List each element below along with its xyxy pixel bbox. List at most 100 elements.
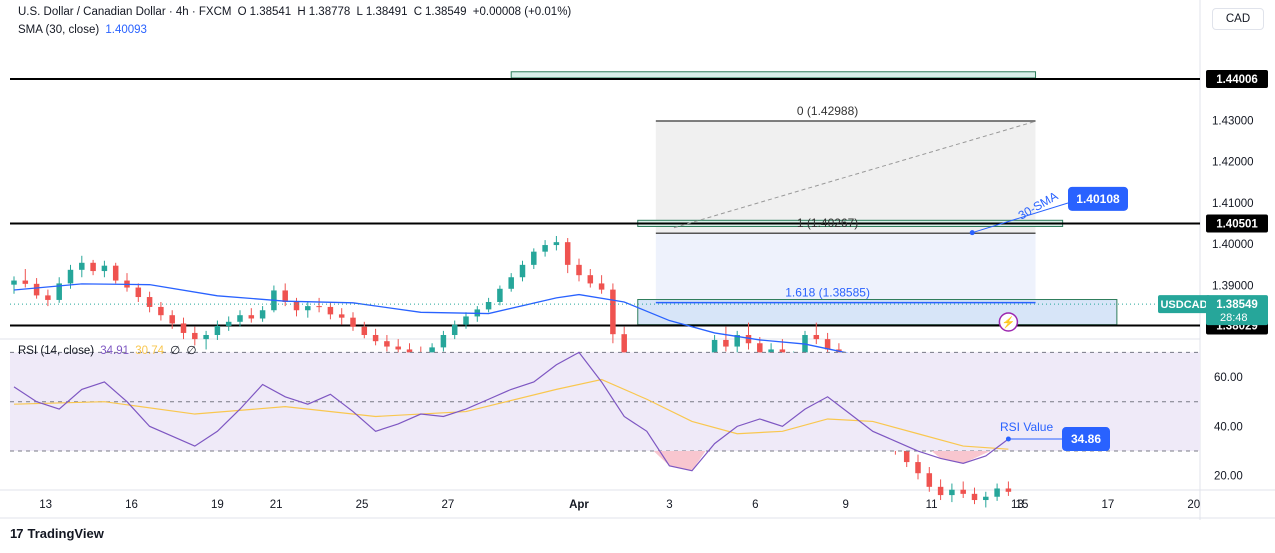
close-label: C: [413, 6, 422, 18]
tradingview-logo-icon: 17: [10, 526, 24, 541]
candle-body-70: [802, 335, 808, 357]
rsi-callout-label: RSI Value: [1000, 420, 1053, 434]
candle-body-48: [553, 242, 560, 246]
candle-body-16: [192, 332, 198, 340]
candle-body-47: [542, 245, 548, 252]
candle-body-44: [508, 277, 514, 289]
rsi-ma-value: 30.74: [135, 345, 165, 357]
candle-body-15: [180, 323, 187, 333]
high-value: 1.38778: [308, 6, 351, 18]
close-value: 1.38549: [425, 6, 467, 18]
last-price-value: 1.38549: [1216, 299, 1258, 311]
sma-legend[interactable]: SMA (30, close) 1.40093: [18, 24, 150, 36]
candle-body-82: [937, 486, 944, 496]
candle-body-3: [45, 295, 51, 300]
candle-body-21: [248, 315, 255, 319]
time-tick-11: 13: [1011, 499, 1024, 511]
price-tick-2: 1.41000: [1212, 198, 1254, 210]
candle-body-37: [429, 347, 435, 357]
rsi-oversold-fill-2: [931, 451, 991, 464]
price-tick-1: 1.42000: [1212, 157, 1254, 169]
candle-body-28: [327, 306, 334, 315]
candle-body-53: [610, 289, 616, 335]
time-tick-6: Apr: [569, 499, 589, 511]
candle-body-26: [305, 306, 311, 311]
sma-callout-value: 1.40108: [1076, 192, 1120, 206]
sma-value: 1.40093: [105, 24, 147, 36]
rsi-callout-value: 34.86: [1071, 432, 1101, 446]
candle-body-84: [960, 489, 966, 494]
key-level-label-0: 1.44006: [1216, 74, 1258, 86]
symbol-title: U.S. Dollar / Canadian Dollar · 4h · FXC…: [18, 6, 232, 18]
candle-body-51: [587, 275, 594, 284]
candle-body-39: [451, 324, 458, 335]
fib-zone-lower: [655, 233, 1036, 303]
open-label: O: [237, 6, 247, 18]
time-tick-12: 15: [1016, 499, 1029, 511]
candle-body-33: [384, 341, 390, 347]
open-value: 1.38541: [249, 6, 292, 18]
candle-body-4: [56, 283, 62, 300]
rsi-tick-0: 60.00: [1214, 372, 1243, 384]
candle-body-31: [361, 326, 368, 335]
candle-body-85: [971, 493, 978, 501]
time-tick-8: 6: [752, 499, 758, 511]
countdown-value: 28:48: [1220, 312, 1248, 324]
candle-body-71: [813, 335, 820, 340]
lightning-glyph: ⚡: [1002, 316, 1016, 329]
candle-body-1: [22, 280, 29, 284]
candle-body-46: [531, 251, 537, 265]
chart-header: U.S. Dollar / Canadian Dollar · 4h · FXC…: [18, 6, 574, 18]
candle-body-22: [259, 310, 266, 319]
candle-body-27: [316, 306, 322, 308]
candle-body-88: [1005, 488, 1012, 492]
candle-body-43: [497, 288, 503, 302]
candle-body-83: [949, 489, 955, 496]
rsi-extra-1: ∅: [170, 345, 181, 357]
candle-body-87: [994, 488, 1000, 497]
high-label: H: [297, 6, 306, 18]
candle-body-18: [214, 325, 221, 335]
candle-body-34: [395, 346, 401, 350]
low-value: 1.38491: [365, 6, 408, 18]
candle-body-6: [79, 262, 85, 270]
candle-body-86: [983, 496, 989, 501]
candle-body-79: [903, 448, 910, 463]
candle-body-0: [11, 280, 17, 285]
key-level-badge-1: [1206, 214, 1268, 233]
candle-body-9: [112, 265, 119, 281]
candle-body-35: [406, 349, 413, 354]
price-tick-3: 1.40000: [1212, 239, 1254, 251]
candle-body-30: [350, 317, 356, 327]
support-box: [637, 299, 1118, 326]
candle-body-52: [598, 283, 605, 290]
brand-name: TradingView: [27, 526, 104, 541]
candle-body-65: [745, 335, 752, 344]
candle-body-66: [757, 343, 763, 355]
candle-body-72: [824, 339, 831, 350]
candle-body-19: [225, 321, 232, 326]
candle-body-42: [485, 301, 492, 310]
candle-body-24: [282, 290, 288, 302]
key-level-label-1: 1.40501: [1216, 219, 1258, 231]
currency-button[interactable]: CAD: [1212, 8, 1264, 30]
candle-body-40: [463, 316, 469, 325]
rsi-legend[interactable]: RSI (14, close) 34.91 30.74 ∅ ∅: [18, 343, 200, 357]
time-tick-4: 25: [356, 499, 369, 511]
sma-callout-dot: [969, 230, 975, 236]
rsi-value: 34.91: [100, 345, 130, 357]
tradingview-brand[interactable]: 17 TradingView: [10, 526, 104, 541]
candle-body-13: [158, 306, 164, 316]
price-tick-4: 1.39000: [1212, 280, 1254, 292]
last-price-badge: [1206, 295, 1268, 326]
rsi-line: [13, 351, 1009, 472]
change-value: +0.00008 (+0.01%): [472, 6, 572, 18]
rsi-ma-line: [13, 378, 1009, 450]
sma-callout-badge: [1068, 186, 1128, 211]
time-tick-14: 20: [1187, 499, 1200, 511]
resistance-box: [510, 71, 1037, 79]
sma-label: SMA (30, close): [18, 24, 100, 36]
candle-body-20: [237, 315, 243, 322]
candle-body-45: [519, 264, 526, 278]
